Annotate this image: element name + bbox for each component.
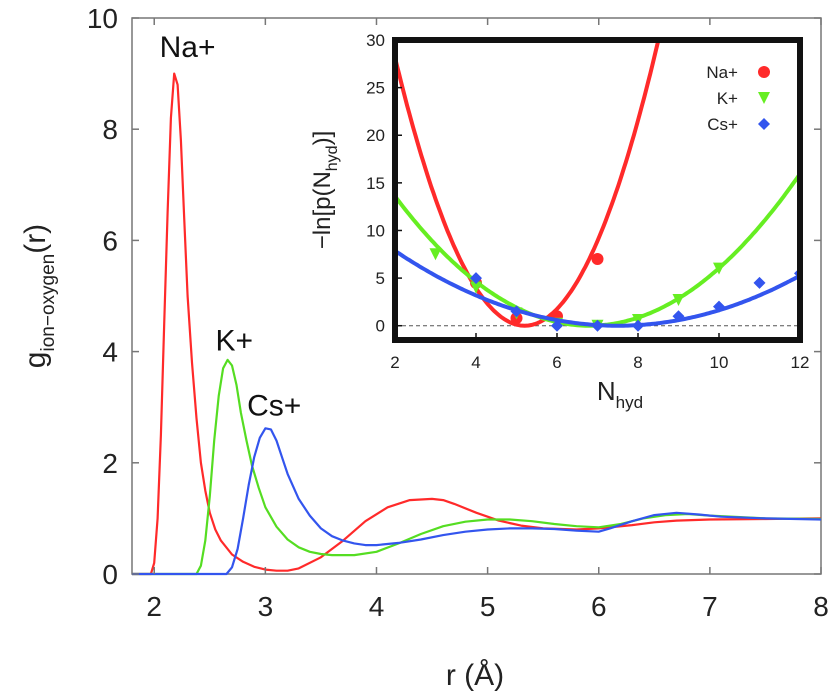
main-annotations: Na+ K+ Cs+ — [160, 31, 302, 423]
main-x-tick-label: 7 — [702, 591, 718, 622]
inset-legend: Na+ K+ Cs+ — [706, 63, 770, 134]
main-y-tick-label: 10 — [87, 3, 118, 34]
main-series-line-k-plus — [132, 358, 822, 576]
inset-point-k-plus — [713, 262, 725, 275]
main-x-tick-label: 2 — [146, 591, 162, 622]
inset-x-tick-label: 8 — [633, 353, 642, 372]
legend-label-na-plus: Na+ — [706, 63, 738, 82]
inset-x-tick-label: 10 — [710, 353, 729, 372]
inset-y-tick-label: 10 — [366, 221, 385, 240]
inset-y-axis-label-suffix: )] — [309, 131, 336, 146]
main-y-tick-label: 6 — [102, 225, 118, 256]
main-y-axis-label-tail: (r) — [19, 224, 52, 254]
inset-point-cs-plus — [632, 319, 644, 332]
legend-label-k-plus: K+ — [717, 89, 738, 108]
inset-x-tick-label: 4 — [471, 353, 480, 372]
legend-label-cs-plus: Cs+ — [707, 115, 738, 134]
inset-y-axis-label-prefix: −ln[p(N — [309, 171, 336, 249]
main-y-tick-label: 0 — [102, 559, 118, 590]
inset-point-cs-plus — [672, 310, 685, 323]
inset-y-axis-label: −ln[p(Nhyd)] — [309, 131, 341, 250]
inset-x-tick-label: 2 — [390, 353, 399, 372]
inset-fit-curve-na-plus — [395, 40, 661, 328]
main-x-tick-label: 6 — [591, 591, 607, 622]
annotation-k-plus: K+ — [215, 324, 253, 357]
main-plot-frame — [131, 17, 822, 575]
inset-y-tick-label: 0 — [376, 317, 385, 336]
main-x-axis-label: r (Å) — [446, 659, 504, 692]
inset-x-tick-label: 6 — [552, 353, 561, 372]
annotation-cs-plus: Cs+ — [247, 390, 301, 423]
inset-point-cs-plus — [713, 300, 725, 313]
inset-point-cs-plus — [551, 319, 563, 332]
inset-x-axis-label-base: N — [597, 376, 616, 406]
inset-point-cs-plus — [591, 319, 604, 332]
inset-point-cs-plus — [510, 305, 523, 318]
main-x-tick-label: 5 — [480, 591, 496, 622]
inset-x-axis-label: Nhyd — [597, 376, 643, 412]
main-x-tick-label: 4 — [369, 591, 385, 622]
inset-axis-ticks: 2 4 6 8 10 12 0 5 10 15 20 25 30 — [366, 31, 809, 372]
inset-point-k-plus — [672, 294, 685, 306]
inset-y-tick-label: 20 — [366, 126, 385, 145]
inset-background — [395, 40, 800, 340]
inset-x-axis-label-sub: hyd — [616, 393, 643, 412]
inset-y-axis-label-sub: hyd — [324, 145, 341, 171]
main-y-axis-label: gion−oxygen(r) — [19, 224, 59, 368]
main-y-axis-label-sub: ion−oxygen — [38, 254, 59, 352]
legend-marker-na-plus — [758, 66, 770, 78]
inset-point-k-plus — [470, 281, 482, 294]
inset-point-k-plus — [429, 248, 442, 261]
inset-x-tick-label: 12 — [791, 353, 810, 372]
main-x-tick-label: 3 — [258, 591, 274, 622]
main-y-tick-label: 8 — [102, 114, 118, 145]
main-y-tick-label: 4 — [102, 337, 118, 368]
inset-y-tick-label: 5 — [376, 269, 385, 288]
inset-plot-frame — [392, 37, 803, 343]
inset-y-tick-label: 30 — [366, 31, 385, 50]
inset-point-cs-plus — [753, 276, 766, 289]
main-y-axis-label-base: g — [19, 352, 52, 369]
inset-y-tick-label: 25 — [366, 79, 385, 98]
main-series-line-cs-plus — [132, 427, 822, 576]
legend-marker-cs-plus — [758, 118, 770, 130]
inset-y-tick-label: 15 — [366, 174, 385, 193]
annotation-na-plus: Na+ — [160, 31, 216, 64]
main-x-tick-label: 8 — [813, 591, 829, 622]
main-y-tick-label: 2 — [102, 448, 118, 479]
inset-point-na-plus — [591, 253, 604, 266]
inset-point-cs-plus — [470, 272, 482, 285]
legend-marker-k-plus — [758, 92, 770, 104]
